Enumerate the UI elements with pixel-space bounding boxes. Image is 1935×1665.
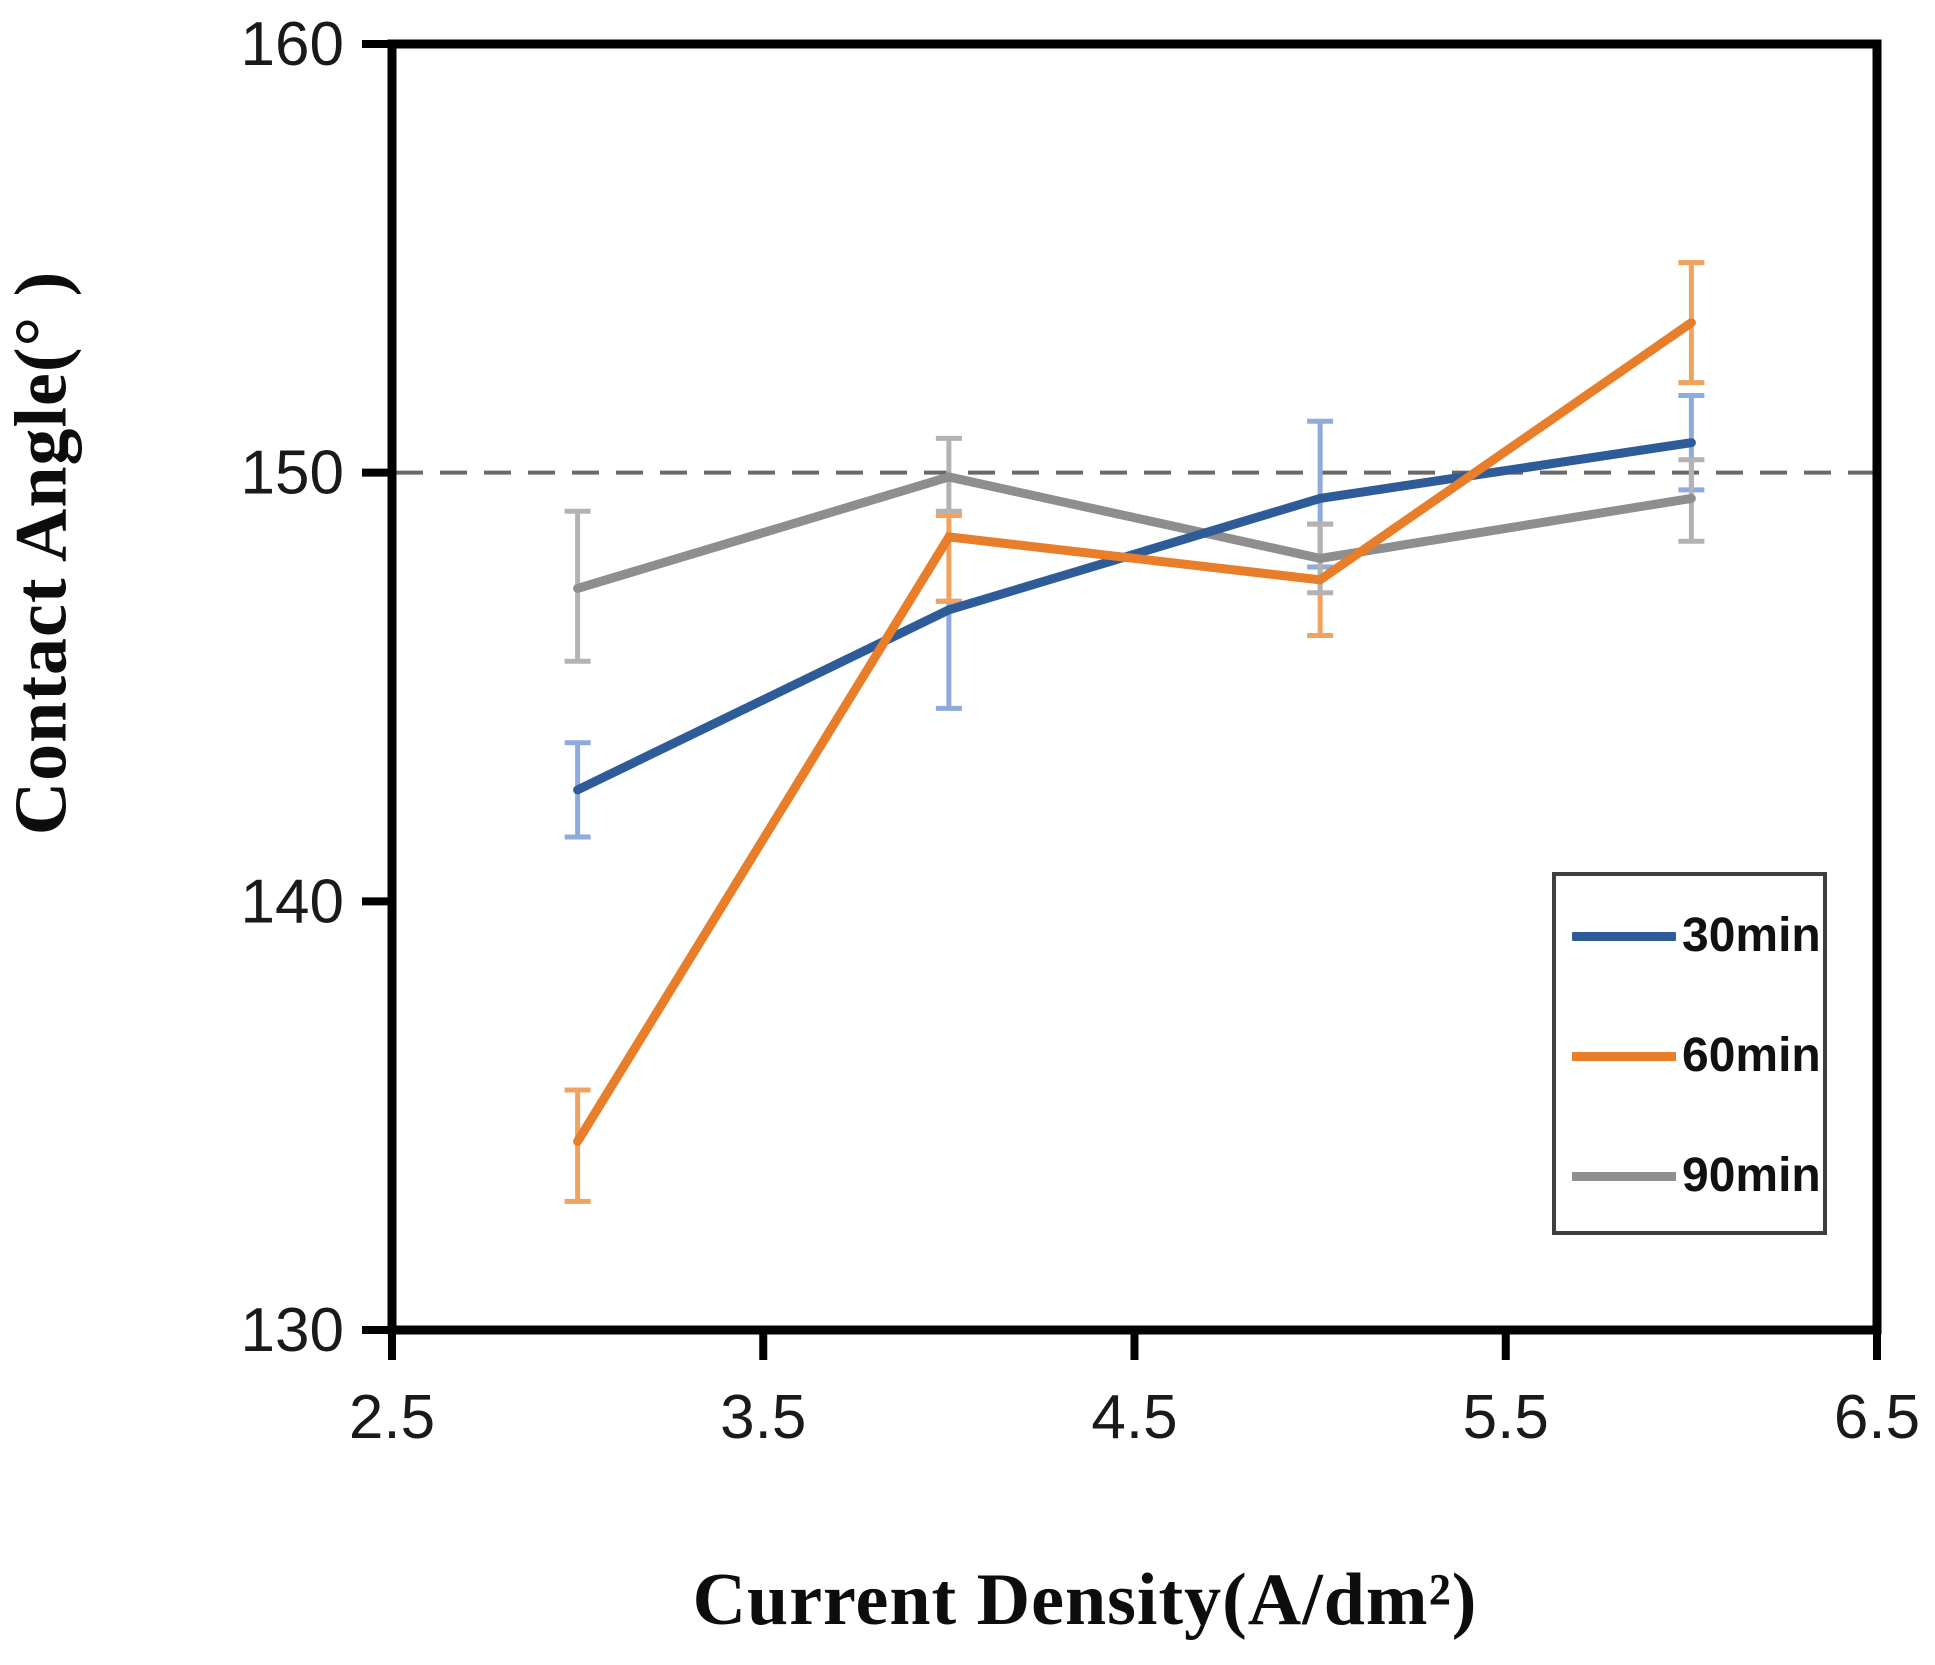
series-line-30min bbox=[573, 438, 1696, 795]
legend-item-30min: 30min bbox=[1556, 884, 1823, 988]
legend-swatch-30min bbox=[1572, 931, 1676, 941]
x-tick-label: 5.5 bbox=[1463, 1383, 1549, 1452]
series-line-60min bbox=[573, 318, 1696, 1146]
legend: 30min 60min 90min bbox=[1552, 872, 1827, 1235]
y-tick-label: 130 bbox=[241, 1296, 344, 1365]
legend-item-90min: 90min bbox=[1556, 1124, 1823, 1228]
y-axis-title: Contact Angle(° ) bbox=[0, 270, 83, 836]
x-tick-label: 6.5 bbox=[1834, 1383, 1920, 1452]
legend-label-60min: 60min bbox=[1682, 1029, 1821, 1082]
x-tick-label: 3.5 bbox=[720, 1383, 806, 1452]
x-tick-label: 4.5 bbox=[1091, 1383, 1177, 1452]
legend-swatch-60min bbox=[1572, 1051, 1676, 1061]
legend-item-60min: 60min bbox=[1556, 1004, 1823, 1108]
error-bar-60min bbox=[935, 513, 962, 604]
legend-swatch-90min bbox=[1572, 1171, 1676, 1181]
plot-frame bbox=[387, 39, 1882, 1335]
legend-label-30min: 30min bbox=[1682, 909, 1821, 962]
y-tick-label: 140 bbox=[241, 867, 344, 936]
legend-label-90min: 90min bbox=[1682, 1149, 1821, 1202]
x-tick-label: 2.5 bbox=[349, 1383, 435, 1452]
y-tick-label: 160 bbox=[241, 10, 344, 79]
series-line-90min bbox=[573, 472, 1696, 593]
x-axis-title: Current Density(A/dm²) bbox=[692, 1559, 1478, 1641]
y-tick-label: 150 bbox=[241, 439, 344, 508]
